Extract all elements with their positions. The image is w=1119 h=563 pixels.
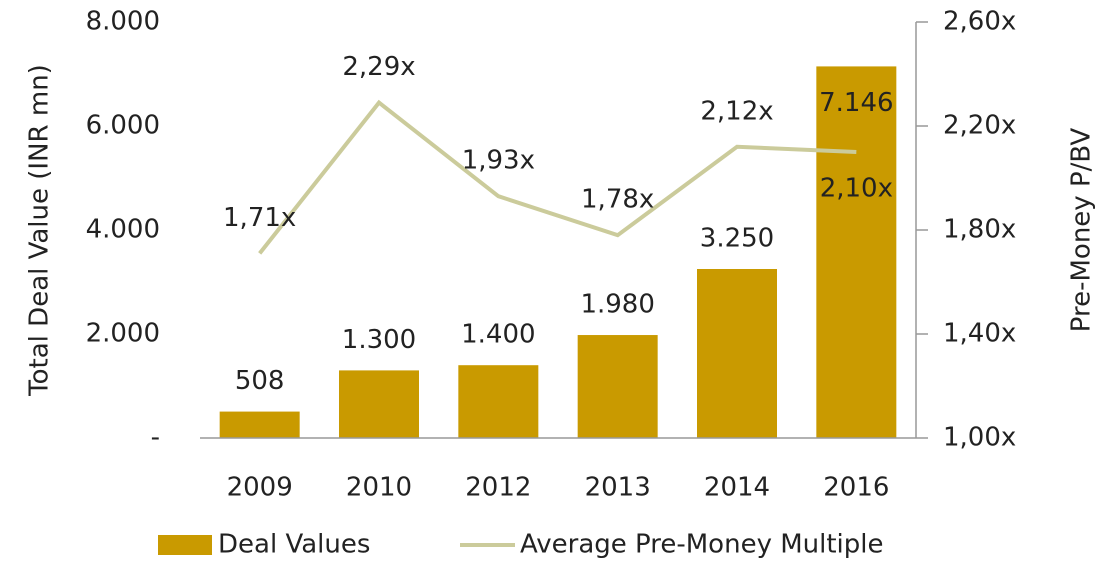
x-tick-label: 2016 [823, 473, 889, 503]
bar [458, 365, 539, 438]
bar-value-label: 508 [235, 366, 285, 396]
bar [219, 411, 300, 438]
legend-swatch [158, 535, 212, 555]
y2-tick-label: 2,20x [943, 111, 1016, 141]
y-tick-label: - [151, 423, 160, 453]
y-tick-label: 8.000 [86, 7, 160, 37]
x-tick-label: 2010 [346, 473, 412, 503]
x-tick-label: 2012 [465, 473, 531, 503]
legend-label: Average Pre-Money Multiple [520, 530, 884, 560]
bar [697, 269, 777, 438]
bar-value-label: 7.146 [819, 88, 893, 118]
bar-value-label: 1.300 [342, 325, 416, 355]
line-value-label: 2,29x [342, 52, 415, 82]
line-value-label: 1,71x [223, 203, 296, 233]
line-value-label: 1,93x [462, 146, 535, 176]
bar-value-label: 1.980 [580, 290, 654, 320]
legend-label: Deal Values [218, 530, 370, 560]
bar [339, 370, 419, 438]
x-tick-label: 2013 [585, 473, 651, 503]
line [258, 99, 857, 255]
bar-value-label: 1.400 [461, 320, 535, 350]
y2-tick-label: 1,80x [943, 215, 1016, 245]
y-tick-label: 2.000 [86, 319, 160, 349]
y-tick-label: 6.000 [86, 111, 160, 141]
bar-value-label: 3.250 [700, 224, 774, 254]
bar [577, 335, 658, 438]
y-tick-label: 4.000 [86, 215, 160, 245]
y2-axis-title: Pre-Money P/BV [1067, 128, 1097, 333]
line-value-label: 1,78x [581, 185, 654, 215]
line-value-label: 2,12x [700, 96, 773, 126]
x-tick-label: 2014 [704, 473, 770, 503]
y2-tick-label: 1,00x [943, 423, 1016, 453]
bar [816, 66, 897, 439]
y2-tick-label: 1,40x [943, 319, 1016, 349]
x-tick-label: 2009 [227, 473, 293, 503]
y-axis-title: Total Deal Value (INR mn) [25, 64, 55, 397]
y2-tick-label: 2,60x [943, 7, 1016, 37]
line-value-label: 2,10x [820, 174, 893, 204]
